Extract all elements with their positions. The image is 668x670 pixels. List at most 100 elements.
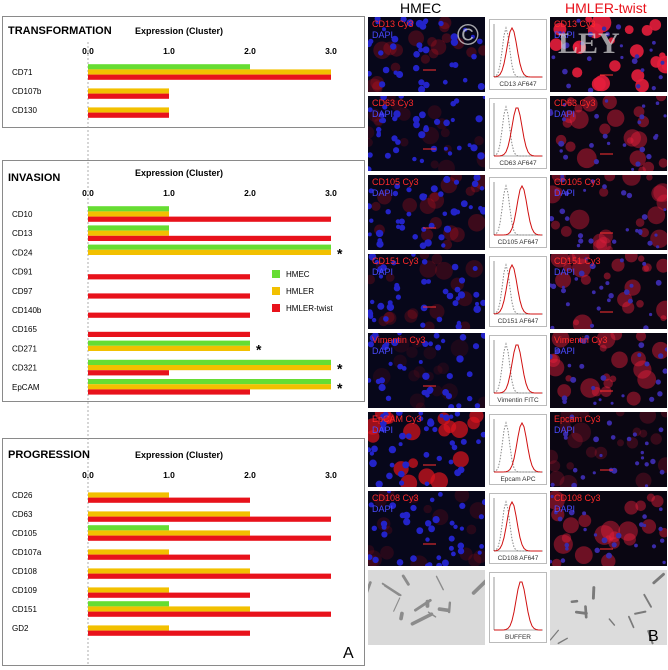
significance-asterisk: * [337,245,343,261]
marker-label: CD105 Cy3 [372,177,419,187]
x-tick-label: 3.0 [325,46,337,56]
category-label: CD105 [12,529,37,538]
bar-hmler-twist [88,112,169,118]
bar-hmler [88,587,169,593]
bar-hmler [88,211,169,217]
bar-hmler-twist [88,573,331,579]
axis-title: Expression (Cluster) [135,168,223,178]
bar-hmec [88,64,250,70]
category-label: CD130 [12,106,37,115]
dapi-label: DAPI [372,267,394,277]
flow-axis-label: Epcam APC [500,476,536,483]
chart-title: PROGRESSION [8,449,90,461]
micrograph-hmec: EpCAM Cy3 DAPI [368,412,485,487]
dapi-label: DAPI [372,504,394,514]
bar-hmler-twist [88,497,250,503]
marker-label: Epcam Cy3 [554,414,601,424]
category-label: CD271 [12,344,37,353]
marker-label: Vimentin Cy3 [372,335,426,345]
flow-axis-label: CD13 AF647 [499,81,537,88]
bar-hmler-twist [88,216,331,222]
marker-label: CD63 Cy3 [554,98,596,108]
bar-hmler-twist [88,389,250,395]
category-label: GD2 [12,624,29,633]
category-label: CD26 [12,491,33,500]
bar-hmler [88,606,250,612]
bar-hmec [88,525,169,531]
x-tick-label: 3.0 [325,188,337,198]
x-tick-label: 2.0 [244,46,256,56]
category-label: CD108 [12,567,37,576]
flow-histogram: BUFFER [489,572,547,643]
micrograph-hmec: CD151 Cy3 DAPI [368,254,485,329]
bar-hmec [88,206,169,212]
chart-title: TRANSFORMATION [8,25,112,37]
dapi-label: DAPI [554,109,576,119]
x-tick-label: 2.0 [244,470,256,480]
x-tick-label: 0.0 [82,46,94,56]
bar-hmler-twist [88,235,331,241]
panel-a-charts: TRANSFORMATION Expression (Cluster) 0.0 1.0… [8,25,343,664]
dapi-label: DAPI [554,346,576,356]
category-label: CD165 [12,325,37,334]
category-label: CD321 [12,364,37,373]
significance-asterisk: * [337,361,343,377]
micrograph-hmec: CD105 Cy3 DAPI [368,175,485,250]
marker-label: CD13 Cy3 [554,19,596,29]
progression-panel [2,438,365,666]
bar-hmler-twist [88,274,250,280]
category-label: CD24 [12,248,33,257]
flow-axis-label: CD151 AF647 [497,318,539,325]
flow-histogram: CD105 AF647 [489,177,547,248]
flow-histogram: Vimentin FITC [489,335,547,406]
bar-hmler [88,249,331,255]
x-tick-label: 1.0 [163,470,175,480]
bar-hmler [88,88,169,94]
micrograph-hmler-twist: CD151 Cy3 DAPI [550,254,667,329]
bar-hmler-twist [88,93,169,99]
bar-hmler-twist [88,592,250,598]
bar-hmler-twist [88,331,250,337]
category-label: CD97 [12,287,33,296]
bar-hmler [88,384,331,390]
flow-axis-label: Vimentin FITC [497,397,539,404]
copyright-symbol: © [456,19,479,52]
category-label: CD107a [12,548,42,557]
marker-label: CD63 Cy3 [372,98,414,108]
marker-label: CD13 Cy3 [372,19,414,29]
dapi-label: DAPI [372,188,394,198]
bar-hmler [88,568,250,574]
dapi-label: DAPI [554,188,576,198]
column-header-hmec: HMEC [400,0,442,16]
micrograph-hmec [368,570,485,645]
bar-hmler-twist [88,516,331,522]
bar-hmler [88,625,169,631]
micrograph-hmler-twist: CD13 Cy3 DAPI LEY [550,17,667,92]
bar-hmler [88,511,250,517]
bar-hmler [88,365,331,371]
micrograph-hmec: CD63 Cy3 DAPI [368,96,485,171]
micrograph-hmec: Vimentin Cy3 DAPI [368,333,485,408]
category-label: CD63 [12,510,33,519]
micrograph-hmler-twist: CD63 Cy3 DAPI [550,96,667,171]
axis-title: Expression (Cluster) [135,450,223,460]
micrograph-hmec: CD13 Cy3 DAPI © [368,17,485,92]
legend-swatch [272,287,280,295]
flow-axis-label: CD105 AF647 [497,239,539,246]
legend-label: HMLER-twist [286,304,333,313]
category-label: CD107b [12,87,42,96]
category-label: CD91 [12,268,33,277]
legend-swatch [272,304,280,312]
flow-axis-label: BUFFER [505,634,531,641]
dapi-label: DAPI [554,30,576,40]
marker-label: CD105 Cy3 [554,177,601,187]
flow-histogram: Epcam APC [489,414,547,485]
micrograph-hmler-twist [550,570,667,645]
significance-asterisk: * [337,380,343,396]
bar-hmler-twist [88,74,331,80]
bar-hmec [88,359,331,365]
x-tick-label: 0.0 [82,188,94,198]
flow-histogram: CD108 AF647 [489,493,547,564]
marker-label: Vimentin Cy3 [554,335,608,345]
